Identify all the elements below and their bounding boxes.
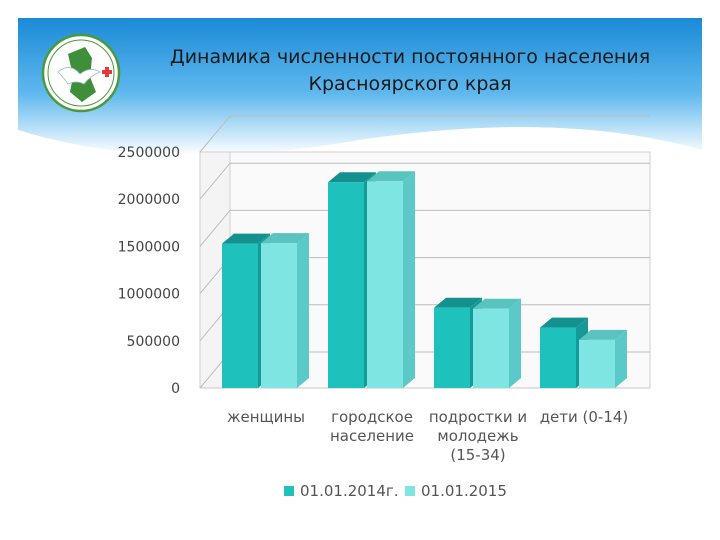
gridline: [199, 115, 650, 153]
y-tick-label: 0: [171, 381, 180, 397]
y-tick-label: 1500000: [118, 239, 180, 255]
bar-side: [403, 171, 415, 388]
bar-side: [615, 329, 627, 388]
chart-title-line-2: Красноярского края: [308, 73, 512, 95]
bar: [222, 243, 258, 388]
legend-swatch: [405, 486, 415, 496]
chart-title: Динамика численности постоянного населен…: [140, 44, 680, 98]
bar-side: [509, 298, 521, 388]
legend-label: 01.01.2014г.: [300, 482, 399, 500]
emblem-icon: [41, 33, 121, 113]
bar: [261, 243, 297, 388]
chart-title-line-1: Динамика численности постоянного населен…: [169, 46, 651, 68]
bar-top: [540, 317, 588, 328]
bar: [434, 307, 470, 388]
legend-label: 01.01.2015: [421, 482, 507, 500]
y-tick-label: 2500000: [118, 145, 180, 161]
y-tick-label: 2000000: [118, 192, 180, 208]
bar: [328, 182, 364, 388]
bar-top: [473, 298, 521, 309]
legend-swatch: [284, 486, 294, 496]
x-category-label: городское: [331, 408, 413, 426]
bar: [367, 181, 403, 388]
bar-side: [297, 233, 309, 388]
x-category-label: молодежь: [437, 427, 518, 445]
x-category-label: дети (0-14): [540, 408, 629, 426]
bar: [540, 327, 576, 388]
bar-top: [367, 171, 415, 182]
organization-logo: [40, 32, 122, 114]
bar-top: [579, 329, 627, 340]
x-category-label: (15-34): [450, 446, 505, 464]
x-category-label: подростки и: [429, 408, 527, 426]
x-category-label: население: [330, 427, 414, 445]
bar: [473, 308, 509, 388]
bar-top: [222, 233, 270, 244]
y-tick-label: 1000000: [118, 287, 180, 303]
bar-top: [261, 233, 309, 244]
bar-top: [328, 172, 376, 183]
gridline: [199, 162, 650, 200]
bar: [579, 339, 615, 388]
y-tick-label: 500000: [127, 334, 180, 350]
x-category-label: женщины: [227, 408, 305, 426]
bar-top: [434, 297, 482, 308]
gridline: [199, 209, 650, 247]
